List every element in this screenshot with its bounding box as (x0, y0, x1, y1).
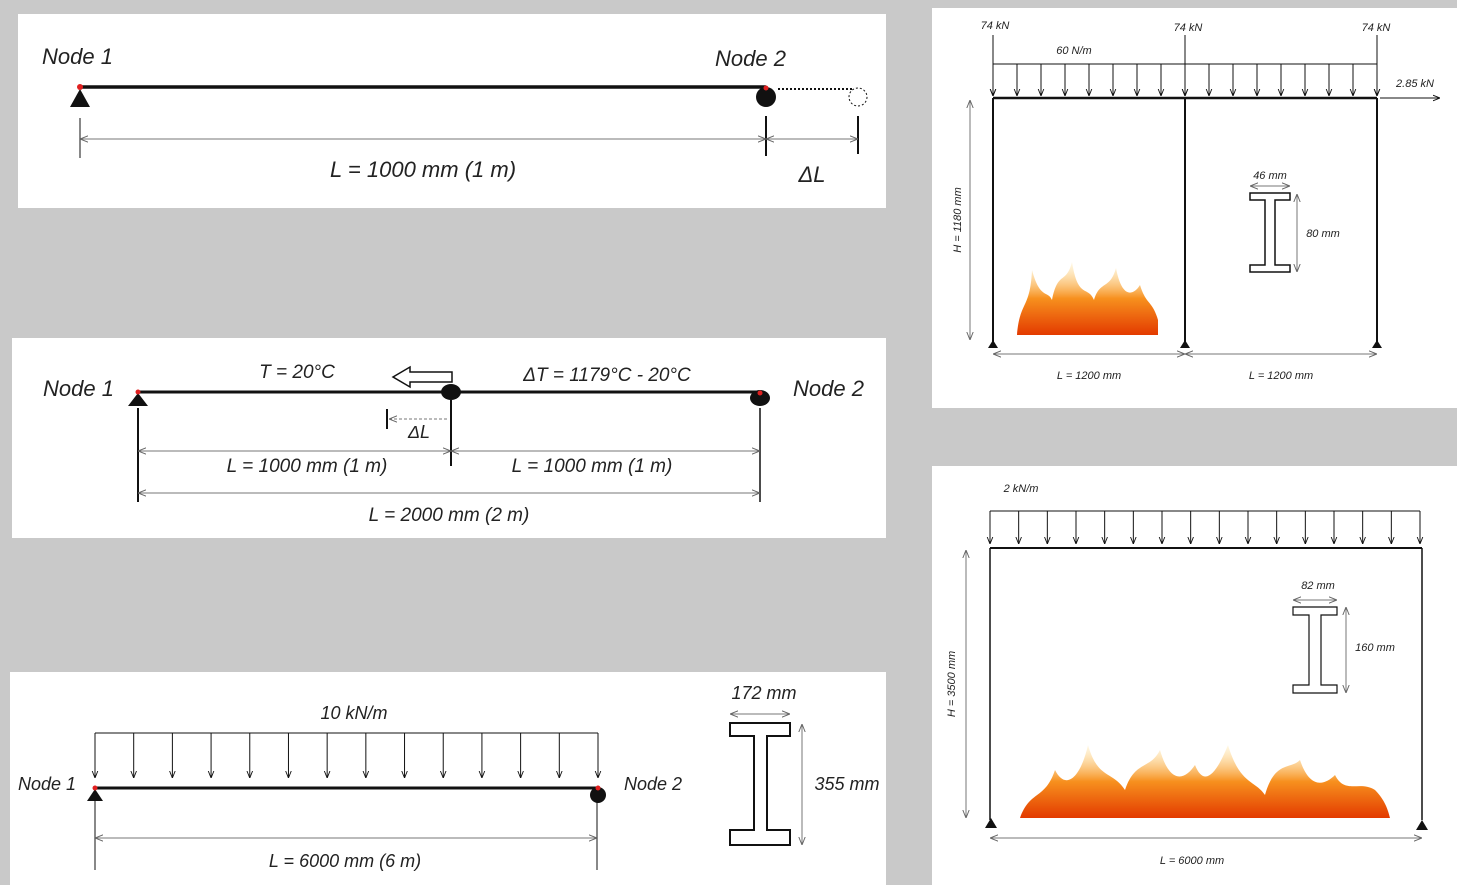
length-label: L = 1000 mm (1 m) (227, 456, 388, 477)
load-label: 2 kN/m (1003, 483, 1039, 495)
panel-two-bay-frame: 74 kN 74 kN 74 kN 60 N/m 2.85 kN H = 118… (932, 8, 1457, 408)
fire (1017, 262, 1158, 335)
panel-two-segment: Node 1 Node 2 T = 20°C ΔT = 1179°C - 20°… (12, 338, 886, 538)
dimension-label: L = 6000 mm (1160, 855, 1224, 867)
length-label: L = 6000 mm (6 m) (269, 851, 421, 871)
dimension-label: H = 1180 mm (952, 187, 964, 253)
load-label: 60 N/m (1056, 45, 1091, 57)
panel-loaded-beam: 10 kN/m Node 1 Node 2 L = 6000 mm (6 m) … (10, 672, 886, 885)
load-label: 74 kN (1362, 22, 1391, 34)
node-label: Node 2 (715, 46, 786, 71)
load-label: 2.85 kN (1395, 78, 1434, 90)
dimension-label: 172 mm (731, 683, 796, 703)
dimension-label: L = 1200 mm (1057, 370, 1121, 382)
load-label: 74 kN (981, 20, 1010, 32)
length-label: L = 1000 mm (1 m) (330, 157, 516, 182)
temperature-label: T = 20°C (259, 362, 335, 383)
load-label: 74 kN (1174, 22, 1203, 34)
node-label: Node 1 (43, 376, 114, 401)
load-label: 10 kN/m (320, 703, 387, 723)
dimension-label: L = 1200 mm (1249, 370, 1313, 382)
dimension-label: 46 mm (1253, 170, 1287, 182)
panel-thermal-expansion: Node 1 Node 2 L = 1000 mm (1 m) ΔL (18, 14, 886, 208)
dimension-label: H = 3500 mm (946, 651, 958, 717)
dimension-label: 80 mm (1306, 228, 1340, 240)
dimension-label: 160 mm (1355, 642, 1395, 654)
length-label: L = 1000 mm (1 m) (512, 456, 673, 477)
dimension-label: 82 mm (1301, 580, 1335, 592)
panel-portal-frame: 2 kN/m 82 mm 160 mm H = 3500 mm L = 6000… (932, 466, 1457, 885)
node-label: Node 2 (624, 774, 682, 794)
fire (1020, 745, 1390, 818)
load-arrows (990, 511, 1420, 544)
delta-label: ΔL (798, 162, 826, 187)
temperature-label: ΔT = 1179°C - 20°C (522, 365, 691, 386)
node-label: Node 2 (793, 376, 864, 401)
node-label: Node 1 (42, 44, 113, 69)
dimension-label: 355 mm (814, 774, 879, 794)
length-label: L = 2000 mm (2 m) (369, 505, 530, 526)
delta-label: ΔL (407, 422, 430, 442)
node-label: Node 1 (18, 774, 76, 794)
load-arrows (95, 733, 598, 778)
